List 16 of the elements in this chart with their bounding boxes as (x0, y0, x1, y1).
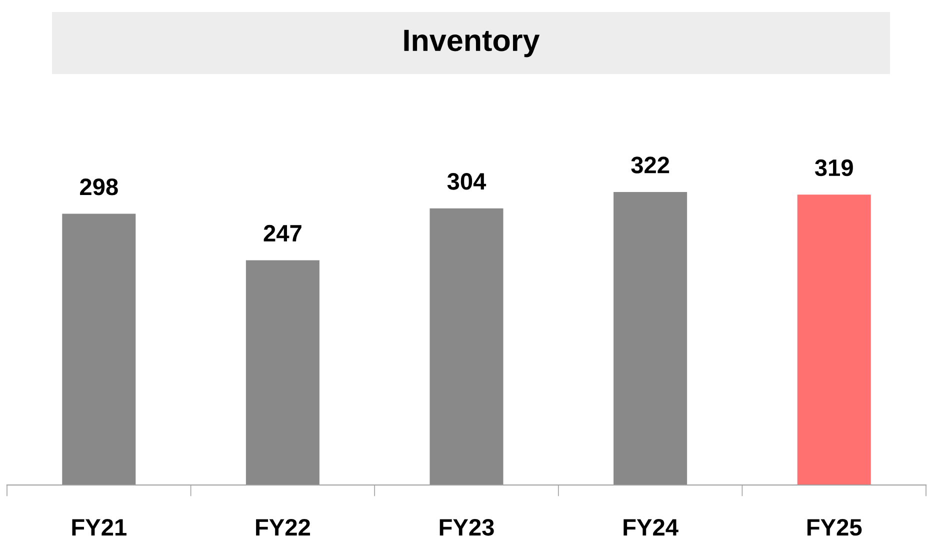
data-label: 322 (631, 156, 670, 174)
data-label: 304 (447, 173, 486, 190)
bar (797, 194, 871, 485)
chart-title: Inventory (404, 30, 540, 58)
x-tick-label: FY23 (440, 518, 494, 536)
data-label: 247 (264, 224, 302, 242)
x-tick-label: FY22 (256, 518, 310, 536)
bar (614, 192, 688, 485)
data-label: 298 (80, 178, 118, 196)
data-label: 319 (814, 159, 853, 176)
x-tick-label: FY24 (624, 518, 678, 536)
bar (246, 260, 320, 485)
x-tick-label: FY21 (72, 518, 126, 536)
bar (62, 214, 136, 485)
x-tick-label: FY25 (807, 518, 862, 536)
bar (430, 208, 504, 485)
